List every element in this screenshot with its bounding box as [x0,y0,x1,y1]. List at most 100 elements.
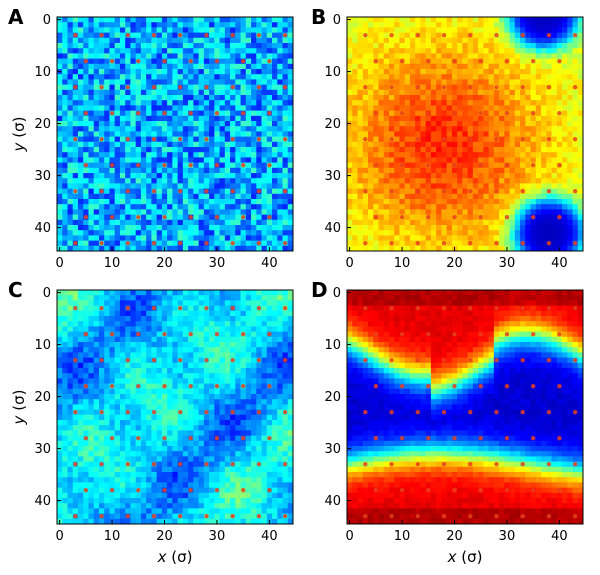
heatmap-cell [483,32,489,39]
heatmap-cell [77,173,84,179]
heatmap-cell [367,79,374,85]
heatmap-cell [347,84,353,91]
heatmap-cell [67,115,74,122]
heatmap-cell [119,193,126,200]
heatmap-cell [104,305,110,312]
heatmap-cell [347,58,353,65]
heatmap-cell [114,79,121,85]
heatmap-cell [504,22,510,28]
heatmap-cell [462,74,469,80]
heatmap-cell [245,300,252,306]
heatmap-cell [125,183,131,189]
heatmap-cell [430,199,437,205]
heatmap-cell [245,352,252,358]
heatmap-cell [457,157,463,163]
heatmap-cell [256,204,262,210]
heatmap-cell [567,105,573,111]
heatmap-cell [119,74,126,80]
heatmap-cell [230,310,236,317]
heatmap-cell [272,63,278,70]
heatmap-cell [130,240,137,247]
heatmap-cell [240,136,247,143]
heatmap-cell [177,58,184,65]
heatmap-cell [499,89,505,96]
heatmap-cell [457,63,463,70]
heatmap-cell [409,84,416,91]
heatmap-cell [472,27,479,33]
heatmap-cell [362,58,369,65]
heatmap-cell [467,147,474,153]
lattice-dot [162,59,167,64]
panel-letter: B [311,5,326,29]
heatmap-cell [483,95,489,101]
heatmap-cell [245,326,252,332]
heatmap-cell [562,245,568,252]
heatmap-cell [256,53,262,59]
heatmap-cell [119,336,126,343]
heatmap-cell [98,245,105,252]
lattice-dot [282,33,288,38]
heatmap-cell [277,214,283,221]
heatmap-cell [109,188,116,195]
heatmap-cell [535,157,542,163]
heatmap-cell [83,89,89,96]
heatmap-cell [277,209,283,215]
heatmap-cell [572,95,579,101]
heatmap-cell [272,100,278,106]
heatmap-cell [245,141,252,148]
heatmap-cell [562,152,568,158]
heatmap-cell [256,22,262,28]
heatmap-cell [109,310,116,317]
heatmap-cell [161,368,168,374]
heatmap-cell [415,209,421,215]
heatmap-cell [156,105,163,111]
heatmap-cell [272,173,278,179]
heatmap-cell [347,193,353,200]
heatmap-cell [357,89,364,96]
heatmap-cell [125,27,131,33]
heatmap-cell [436,74,442,80]
heatmap-cell [562,17,568,23]
heatmap-cell [261,321,268,327]
heatmap-cell [420,214,427,221]
heatmap-cell [530,147,537,153]
heatmap-cell [352,214,358,221]
heatmap-cell [572,167,579,174]
heatmap-cell [245,305,252,312]
heatmap-cell [541,69,547,75]
heatmap-cell [167,22,173,28]
heatmap-cell [224,22,231,28]
heatmap-cell [472,32,479,39]
heatmap-cell [177,290,184,296]
heatmap-cell [399,126,406,132]
heatmap-cell [362,204,369,210]
heatmap-cell [367,110,374,117]
heatmap-cell [520,183,526,189]
heatmap-cell [256,43,262,49]
heatmap-cell [388,157,395,163]
heatmap-cell [62,43,68,49]
heatmap-cell [177,225,184,231]
heatmap-cell [451,22,458,28]
heatmap-cell [193,27,199,33]
heatmap-cell [256,95,262,101]
heatmap-cell [156,342,163,348]
heatmap-cell [567,22,573,28]
heatmap-cell [251,100,257,106]
heatmap-cell [245,95,252,101]
heatmap-cell [72,63,79,70]
heatmap-cell [193,63,199,70]
heatmap-cell [572,63,579,70]
lattice-dot [240,59,246,64]
heatmap-cell [219,235,226,241]
heatmap-cell [119,105,126,111]
heatmap-cell [140,48,147,54]
heatmap-cell [193,245,199,252]
lattice-dot [109,215,115,220]
heatmap-cell [151,219,158,226]
heatmap-cell [88,48,95,54]
heatmap-cell [436,193,442,200]
heatmap-cell [404,235,411,241]
heatmap-cell [562,58,568,65]
heatmap-cell [67,178,74,184]
